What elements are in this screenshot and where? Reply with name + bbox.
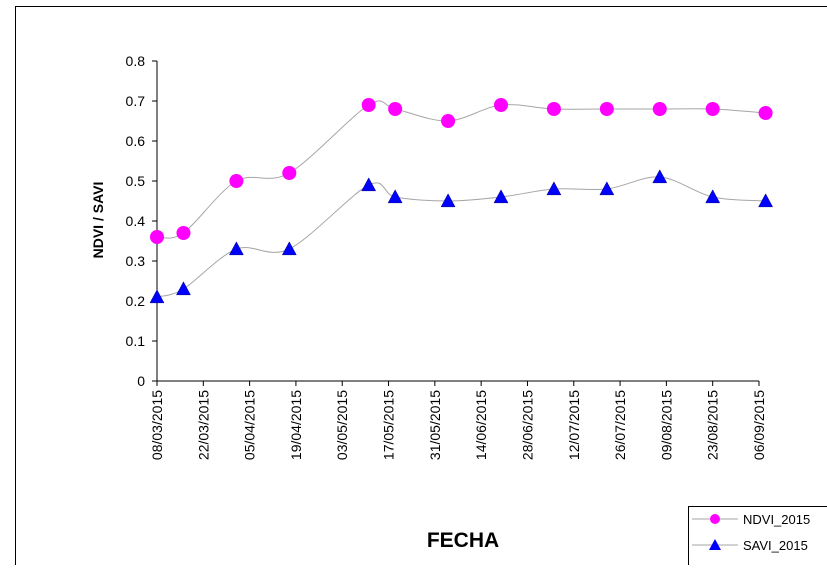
y-tick-label: 0.8 <box>126 53 146 69</box>
x-tick-label: 31/05/2015 <box>427 390 443 460</box>
x-tick-label: 03/05/2015 <box>334 390 350 460</box>
x-tick-label: 09/08/2015 <box>658 390 674 460</box>
ndvi-point <box>547 102 561 116</box>
y-tick-label: 0.3 <box>126 253 146 269</box>
ndvi-point <box>759 106 773 120</box>
x-tick-label: 17/05/2015 <box>381 390 397 460</box>
legend-ndvi-marker-icon <box>710 514 720 524</box>
y-tick-label: 0.6 <box>126 133 146 149</box>
ndvi-point <box>362 98 376 112</box>
legend-label-savi: SAVI_2015 <box>743 538 808 553</box>
ndvi-point <box>653 102 667 116</box>
y-axis-label: NDVI / SAVI <box>90 182 106 259</box>
x-tick-label: 12/07/2015 <box>566 390 582 460</box>
x-tick-label: 05/04/2015 <box>242 390 258 460</box>
ndvi-point <box>706 102 720 116</box>
x-tick-label: 26/07/2015 <box>612 390 628 460</box>
x-tick-label: 22/03/2015 <box>195 390 211 460</box>
y-tick-label: 0 <box>137 373 145 389</box>
ndvi-point <box>150 230 164 244</box>
legend: NDVI_2015 SAVI_2015 <box>689 507 827 566</box>
ndvi-point <box>282 166 296 180</box>
ndvi-point <box>229 174 243 188</box>
x-tick-label: 23/08/2015 <box>705 390 721 460</box>
ndvi-point <box>176 226 190 240</box>
chart-frame <box>16 7 827 566</box>
x-tick-label: 14/06/2015 <box>473 390 489 460</box>
ndvi-point <box>388 102 402 116</box>
x-tick-label: 19/04/2015 <box>288 390 304 460</box>
legend-label-ndvi: NDVI_2015 <box>743 512 810 527</box>
ndvi-point <box>441 114 455 128</box>
x-tick-label: 28/06/2015 <box>519 390 535 460</box>
ndvi-point <box>600 102 614 116</box>
y-tick-label: 0.5 <box>126 173 146 189</box>
y-tick-label: 0.7 <box>126 93 146 109</box>
x-axis-label: FECHA <box>427 529 499 552</box>
y-tick-label: 0.4 <box>126 213 146 229</box>
y-tick-label: 0.2 <box>126 293 146 309</box>
ndvi-point <box>494 98 508 112</box>
x-tick-label: 08/03/2015 <box>149 390 165 460</box>
y-tick-label: 0.1 <box>126 333 146 349</box>
x-tick-label: 06/09/2015 <box>751 390 767 460</box>
